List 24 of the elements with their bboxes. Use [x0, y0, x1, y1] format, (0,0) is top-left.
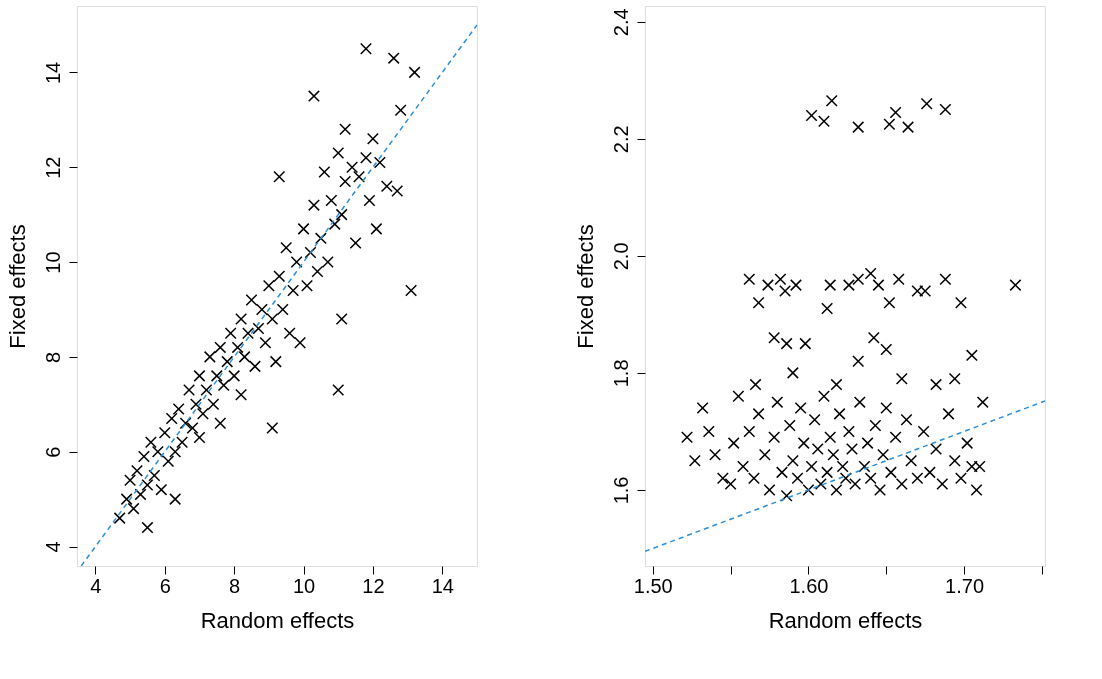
y-tick-label: 6 — [41, 446, 64, 458]
x-tick-label: 1.70 — [945, 574, 985, 597]
y-tick-label: 2.4 — [609, 8, 632, 37]
y-axis-title: Fixed effects — [4, 224, 30, 349]
y-axis-title: Fixed effects — [572, 224, 598, 349]
y-tick-label: 4 — [41, 541, 64, 553]
y-tick-label: 1.8 — [609, 359, 632, 388]
x-tick-label: 1.60 — [789, 574, 829, 597]
x-tick-label: 12 — [362, 574, 385, 597]
y-tick-label: 8 — [41, 351, 64, 363]
x-tick-label: 14 — [431, 574, 454, 597]
x-axis-title: Random effects — [768, 607, 923, 633]
x-tick-label: 6 — [159, 574, 171, 597]
x-tick-label: 8 — [229, 574, 241, 597]
x-tick-label: 10 — [292, 574, 316, 597]
y-tick-label: 2.2 — [609, 125, 632, 154]
y-tick-label: 2.0 — [609, 242, 632, 271]
y-tick-label: 1.6 — [609, 476, 632, 505]
y-tick-label: 12 — [41, 156, 64, 179]
y-tick-label: 14 — [41, 61, 64, 85]
x-tick-label: 1.50 — [633, 574, 673, 597]
x-tick-label: 4 — [90, 574, 102, 597]
y-tick-label: 10 — [41, 251, 64, 274]
x-axis-title: Random effects — [200, 607, 355, 633]
